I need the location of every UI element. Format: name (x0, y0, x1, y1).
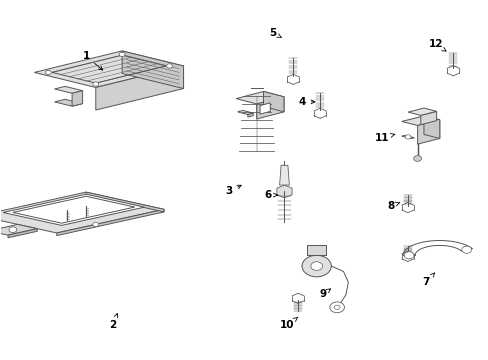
Polygon shape (407, 108, 436, 115)
Text: 3: 3 (225, 185, 241, 197)
Polygon shape (55, 99, 82, 106)
Circle shape (9, 227, 17, 233)
Circle shape (166, 64, 172, 68)
Circle shape (119, 52, 125, 57)
Circle shape (329, 302, 344, 313)
Circle shape (45, 70, 51, 75)
Text: 12: 12 (427, 40, 445, 51)
Polygon shape (256, 97, 284, 119)
Bar (307, 244, 325, 255)
Polygon shape (0, 224, 37, 235)
Text: 5: 5 (268, 28, 281, 38)
Polygon shape (8, 229, 37, 238)
Circle shape (404, 252, 413, 259)
Polygon shape (34, 51, 183, 87)
Polygon shape (417, 120, 439, 144)
Polygon shape (401, 116, 439, 126)
Polygon shape (276, 185, 291, 198)
Polygon shape (423, 116, 439, 139)
Polygon shape (279, 165, 289, 185)
Polygon shape (72, 91, 82, 106)
Polygon shape (86, 192, 163, 212)
Circle shape (461, 246, 470, 253)
Circle shape (302, 255, 330, 277)
Text: 1: 1 (82, 51, 102, 70)
Circle shape (93, 222, 99, 226)
Text: 2: 2 (109, 314, 118, 330)
Polygon shape (401, 135, 414, 139)
Polygon shape (96, 66, 183, 110)
Circle shape (310, 262, 322, 270)
Circle shape (405, 135, 410, 139)
Text: 6: 6 (264, 190, 277, 200)
Circle shape (333, 305, 339, 310)
Polygon shape (55, 86, 82, 93)
Polygon shape (237, 111, 253, 114)
Text: 9: 9 (319, 289, 330, 299)
Circle shape (413, 156, 421, 161)
Polygon shape (420, 111, 436, 125)
Text: 8: 8 (386, 201, 399, 211)
Text: 7: 7 (421, 273, 434, 287)
Polygon shape (236, 91, 284, 104)
Polygon shape (3, 194, 144, 225)
Circle shape (93, 82, 99, 86)
Polygon shape (122, 51, 183, 89)
Polygon shape (57, 209, 163, 235)
Polygon shape (263, 91, 284, 112)
Text: 11: 11 (374, 133, 394, 143)
Polygon shape (260, 103, 270, 114)
Polygon shape (247, 113, 253, 117)
Text: 10: 10 (280, 318, 297, 330)
Text: 4: 4 (298, 97, 314, 107)
Polygon shape (0, 192, 163, 233)
